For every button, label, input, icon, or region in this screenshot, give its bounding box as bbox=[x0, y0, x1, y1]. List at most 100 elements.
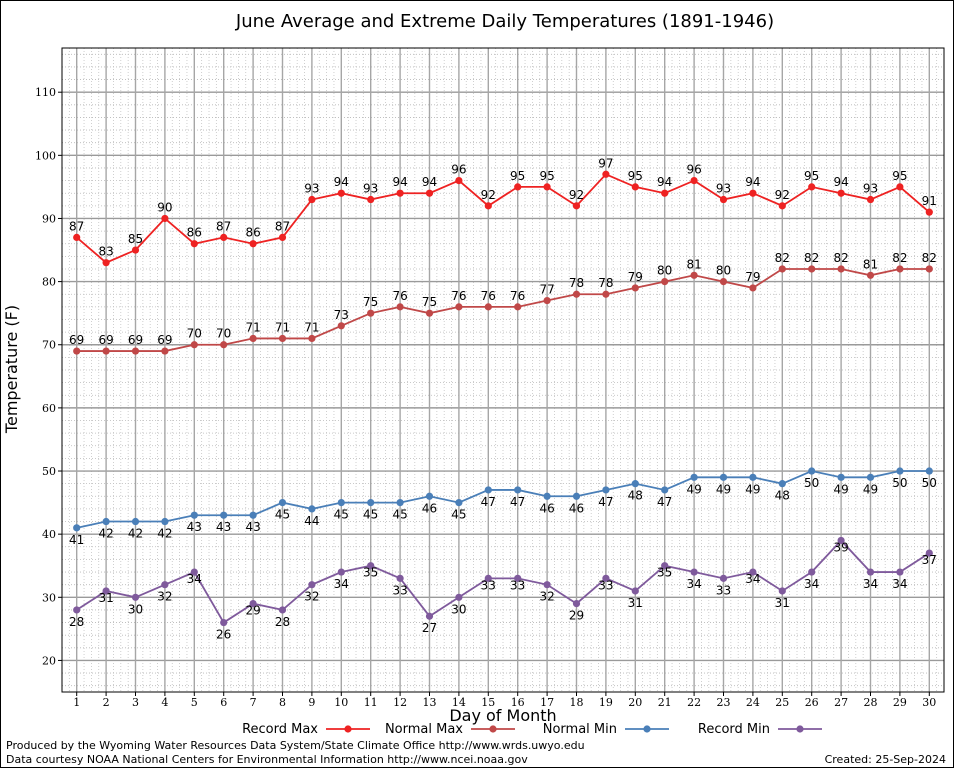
data-label-record-min: 28 bbox=[69, 615, 84, 629]
x-axis-label: Day of Month bbox=[449, 706, 556, 725]
data-point-record-min bbox=[190, 568, 198, 576]
x-tick-label: 18 bbox=[570, 696, 584, 709]
data-label-normal-max: 82 bbox=[804, 251, 819, 265]
x-tick-label: 10 bbox=[334, 696, 348, 709]
data-label-normal-min: 43 bbox=[216, 520, 231, 534]
data-point-record-min bbox=[778, 587, 786, 595]
data-point-normal-min bbox=[396, 498, 404, 507]
data-label-record-max: 94 bbox=[833, 175, 848, 189]
data-point-normal-min bbox=[778, 480, 786, 488]
x-tick-label: 7 bbox=[250, 696, 257, 709]
x-tick-label: 11 bbox=[364, 696, 378, 709]
data-label-record-min: 32 bbox=[539, 590, 554, 604]
data-label-normal-min: 50 bbox=[922, 476, 937, 490]
data-label-record-max: 94 bbox=[745, 175, 760, 189]
data-point-normal-min bbox=[661, 486, 669, 494]
data-label-normal-min: 49 bbox=[863, 482, 878, 496]
data-point-normal-max bbox=[249, 334, 257, 343]
data-label-record-max: 94 bbox=[422, 175, 437, 189]
y-tick-label: 90 bbox=[42, 212, 56, 225]
y-tick-label: 110 bbox=[35, 86, 56, 99]
data-point-normal-max bbox=[866, 271, 875, 279]
data-label-normal-max: 70 bbox=[216, 327, 231, 341]
data-point-record-min bbox=[455, 593, 463, 601]
data-label-normal-min: 50 bbox=[892, 476, 907, 490]
data-point-normal-max bbox=[367, 309, 375, 317]
data-point-normal-max bbox=[220, 341, 228, 349]
data-point-normal-max bbox=[396, 303, 404, 311]
data-point-record-max bbox=[866, 195, 875, 204]
data-label-normal-max: 76 bbox=[510, 289, 525, 303]
data-point-record-max bbox=[925, 208, 933, 216]
data-label-normal-max: 79 bbox=[745, 270, 760, 284]
data-label-record-min: 34 bbox=[686, 577, 701, 591]
data-label-normal-min: 45 bbox=[392, 508, 407, 522]
data-point-normal-max bbox=[161, 347, 169, 355]
x-tick-label: 26 bbox=[805, 696, 819, 709]
data-label-normal-min: 49 bbox=[716, 482, 731, 496]
data-point-normal-min bbox=[896, 467, 904, 475]
data-label-record-max: 95 bbox=[510, 169, 525, 183]
data-label-normal-min: 46 bbox=[539, 501, 554, 515]
data-label-normal-max: 71 bbox=[245, 320, 260, 334]
data-point-record-max bbox=[572, 202, 581, 210]
data-point-record-max bbox=[220, 233, 228, 242]
data-label-record-min: 32 bbox=[157, 590, 172, 604]
data-point-normal-max bbox=[543, 296, 551, 305]
data-point-record-max bbox=[514, 183, 522, 191]
data-point-normal-min bbox=[749, 473, 757, 481]
data-label-record-min: 34 bbox=[187, 572, 202, 586]
data-point-normal-max bbox=[631, 284, 639, 292]
data-point-normal-min bbox=[866, 473, 875, 481]
data-point-record-min bbox=[308, 581, 316, 589]
data-label-record-min: 35 bbox=[657, 566, 672, 580]
data-point-record-min bbox=[484, 574, 492, 582]
y-tick-label: 30 bbox=[42, 591, 56, 604]
data-label-record-max: 92 bbox=[481, 188, 496, 202]
data-label-normal-min: 44 bbox=[304, 514, 319, 528]
data-label-normal-max: 78 bbox=[569, 276, 584, 290]
data-label-normal-max: 82 bbox=[775, 251, 790, 265]
data-label-record-min: 34 bbox=[804, 577, 819, 591]
data-label-normal-min: 45 bbox=[363, 508, 378, 522]
data-point-record-min bbox=[425, 612, 434, 620]
data-label-normal-min: 47 bbox=[481, 495, 496, 509]
data-label-record-min: 33 bbox=[481, 578, 496, 592]
data-label-normal-max: 78 bbox=[598, 276, 613, 290]
data-point-record-min bbox=[396, 574, 404, 582]
series-line-normal-max bbox=[76, 268, 930, 352]
legend-marker-normal-min bbox=[643, 725, 651, 733]
data-label-record-max: 85 bbox=[128, 232, 143, 246]
data-point-normal-max bbox=[484, 303, 492, 311]
data-label-record-max: 95 bbox=[628, 169, 643, 183]
x-tick-label: 24 bbox=[746, 696, 760, 709]
data-point-normal-min bbox=[337, 498, 345, 507]
data-point-record-max bbox=[719, 195, 728, 204]
data-label-record-max: 94 bbox=[334, 175, 349, 189]
data-point-record-max bbox=[308, 195, 316, 204]
data-label-record-max: 86 bbox=[187, 226, 202, 240]
data-label-record-min: 34 bbox=[334, 577, 349, 591]
data-label-normal-max: 76 bbox=[451, 289, 466, 303]
data-point-record-min bbox=[661, 562, 669, 570]
data-label-normal-max: 81 bbox=[863, 257, 878, 271]
data-point-normal-min bbox=[572, 492, 581, 500]
data-point-normal-max bbox=[690, 271, 698, 279]
data-point-normal-min bbox=[543, 492, 551, 500]
x-tick-label: 15 bbox=[481, 696, 495, 709]
data-label-record-min: 34 bbox=[745, 572, 760, 586]
data-label-normal-min: 47 bbox=[657, 495, 672, 509]
data-point-normal-max bbox=[337, 322, 345, 330]
data-label-record-min: 33 bbox=[392, 583, 407, 597]
data-point-record-min bbox=[866, 568, 875, 576]
series-line-record-max bbox=[76, 173, 930, 264]
series-line-record-min bbox=[76, 539, 930, 624]
data-point-record-max bbox=[543, 183, 551, 191]
data-point-record-min bbox=[367, 562, 375, 570]
data-label-normal-min: 42 bbox=[98, 527, 113, 541]
data-label-record-max: 87 bbox=[69, 219, 84, 233]
data-point-normal-max bbox=[425, 309, 434, 317]
x-tick-label: 1 bbox=[73, 696, 80, 709]
x-tick-label: 5 bbox=[191, 696, 198, 709]
data-point-record-min bbox=[73, 606, 81, 614]
